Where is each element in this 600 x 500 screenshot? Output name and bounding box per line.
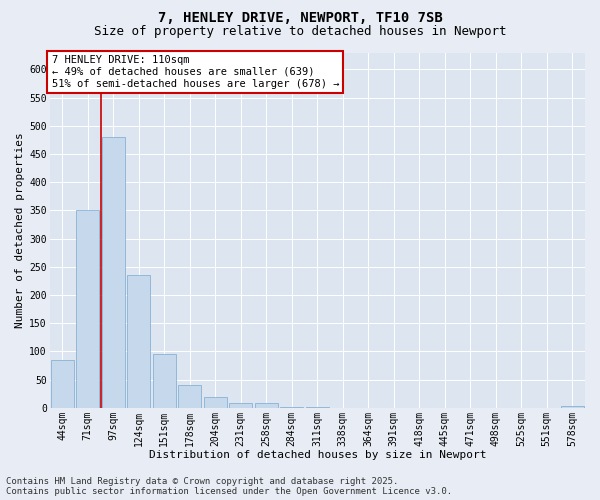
Y-axis label: Number of detached properties: Number of detached properties — [15, 132, 25, 328]
Bar — [76, 210, 99, 408]
Bar — [229, 404, 252, 408]
Bar — [280, 406, 303, 408]
Bar — [51, 360, 74, 408]
Bar — [153, 354, 176, 408]
Bar — [255, 404, 278, 408]
Bar — [127, 276, 150, 408]
Bar — [204, 396, 227, 408]
Text: Contains HM Land Registry data © Crown copyright and database right 2025.
Contai: Contains HM Land Registry data © Crown c… — [6, 476, 452, 496]
X-axis label: Distribution of detached houses by size in Newport: Distribution of detached houses by size … — [149, 450, 486, 460]
Bar — [102, 137, 125, 408]
Text: 7 HENLEY DRIVE: 110sqm
← 49% of detached houses are smaller (639)
51% of semi-de: 7 HENLEY DRIVE: 110sqm ← 49% of detached… — [52, 56, 339, 88]
Bar — [178, 385, 201, 408]
Text: 7, HENLEY DRIVE, NEWPORT, TF10 7SB: 7, HENLEY DRIVE, NEWPORT, TF10 7SB — [158, 11, 442, 25]
Bar — [306, 406, 329, 408]
Text: Size of property relative to detached houses in Newport: Size of property relative to detached ho… — [94, 25, 506, 38]
Bar — [561, 406, 584, 408]
